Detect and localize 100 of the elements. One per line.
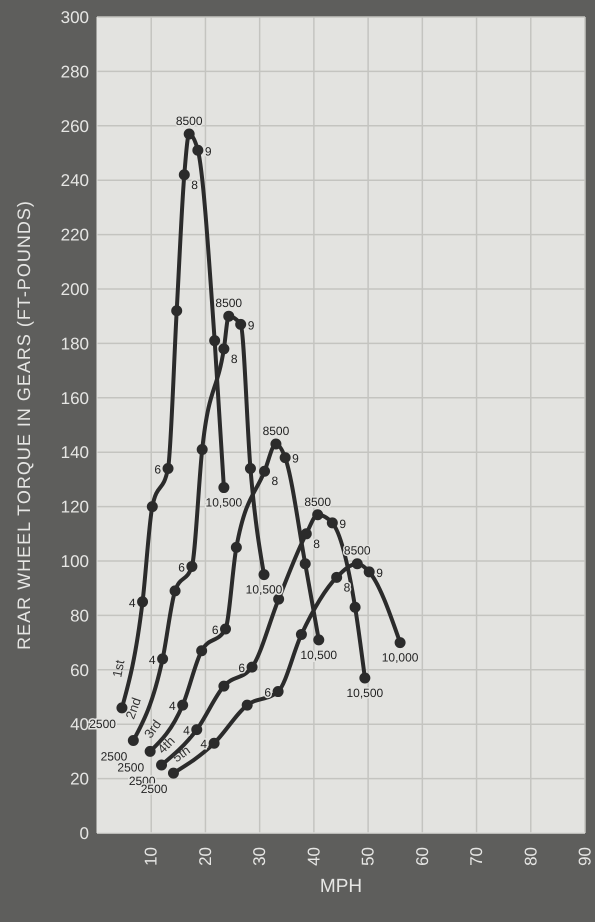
annotation: 9 — [292, 452, 300, 466]
y-tick-label: 40 — [70, 715, 89, 734]
annotation: 10,500 — [206, 496, 243, 510]
point — [218, 343, 230, 354]
y-tick-label: 140 — [60, 443, 89, 462]
point — [177, 700, 188, 711]
point — [156, 760, 168, 770]
y-tick-label: 220 — [60, 226, 89, 245]
annotation: 6 — [212, 623, 219, 637]
point — [313, 634, 324, 646]
y-tick-label: 120 — [60, 498, 89, 517]
annotation: 6 — [178, 560, 186, 574]
annotation: 10,500 — [300, 648, 338, 662]
annotation: 9 — [376, 566, 384, 580]
annotation: 6 — [154, 462, 162, 477]
point — [244, 463, 256, 474]
annotation: 6 — [238, 661, 246, 676]
point — [170, 585, 181, 596]
point — [300, 558, 311, 570]
point — [128, 735, 139, 746]
y-tick-label: 20 — [70, 770, 89, 789]
y-tick-label: 180 — [60, 334, 89, 354]
annotation: 4 — [183, 724, 190, 738]
point — [230, 542, 242, 553]
annotation: 8500 — [262, 424, 290, 438]
annotation: 10,500 — [346, 686, 384, 700]
point — [146, 501, 158, 512]
point — [171, 305, 182, 316]
point — [184, 128, 195, 140]
point — [326, 517, 338, 528]
point — [168, 768, 179, 779]
annotation: 8500 — [304, 494, 332, 509]
x-tick-label: 30 — [250, 847, 270, 866]
point — [186, 560, 198, 572]
y-tick-label: 160 — [60, 388, 89, 408]
y-axis-title: REAR WHEEL TORQUE IN GEARS (FT-POUNDS) — [14, 200, 34, 650]
point — [242, 700, 253, 711]
y-tick-label: 0 — [80, 824, 89, 844]
point — [144, 746, 156, 757]
point — [162, 463, 174, 474]
y-tick-label: 100 — [60, 552, 89, 572]
point — [259, 466, 270, 477]
annotation: 8 — [313, 536, 320, 551]
y-tick-label: 280 — [60, 62, 89, 82]
x-tick-label: 80 — [521, 847, 540, 866]
text: 1st — [109, 658, 128, 679]
annotation: 9 — [204, 144, 212, 158]
x-tick-label: 70 — [467, 847, 486, 866]
annotation: 9 — [339, 516, 346, 531]
point — [191, 724, 202, 736]
annotation: 9 — [248, 318, 255, 332]
annotation: 8 — [191, 178, 198, 192]
point — [178, 169, 190, 180]
x-tick-label: 40 — [304, 847, 324, 866]
point — [196, 645, 208, 656]
point — [218, 482, 230, 494]
point — [394, 637, 406, 648]
y-tick-label: 60 — [70, 660, 89, 680]
point — [272, 686, 284, 698]
x-tick-label: 60 — [412, 847, 432, 866]
y-tick-label: 260 — [60, 116, 89, 136]
y-tick-label: 80 — [70, 606, 89, 626]
point — [270, 438, 282, 450]
annotation: 8 — [230, 352, 238, 366]
point — [192, 144, 204, 156]
annotation: 8 — [272, 474, 279, 488]
annotation: 10,000 — [382, 650, 419, 665]
annotation: 4 — [128, 596, 136, 610]
x-axis-title: MPH — [320, 876, 362, 897]
point — [157, 653, 168, 664]
point — [246, 662, 258, 673]
point — [359, 672, 370, 684]
y-tick-label: 300 — [60, 8, 89, 28]
annotation: 4 — [200, 737, 208, 752]
point — [300, 528, 312, 540]
y-tick-label: 200 — [60, 280, 89, 300]
y-tick-label: 240 — [60, 171, 89, 190]
point — [209, 335, 220, 346]
x-tick-label: 50 — [358, 847, 378, 866]
point — [258, 569, 270, 580]
annotation: 8500 — [176, 114, 203, 128]
annotation: 4 — [148, 652, 156, 667]
point — [220, 624, 232, 634]
point — [223, 310, 234, 322]
annotation: 8 — [344, 580, 351, 594]
point — [312, 509, 324, 520]
point — [280, 452, 291, 464]
point — [296, 628, 307, 640]
x-tick-label: 90 — [576, 847, 594, 866]
point — [235, 318, 246, 330]
point — [196, 444, 208, 455]
point — [331, 572, 342, 583]
annotation: 4 — [168, 699, 176, 714]
point — [364, 566, 375, 578]
point — [137, 596, 148, 608]
annotation: 8500 — [215, 296, 242, 310]
point — [208, 738, 220, 749]
point — [352, 558, 363, 570]
point — [350, 602, 361, 613]
point — [218, 680, 230, 692]
